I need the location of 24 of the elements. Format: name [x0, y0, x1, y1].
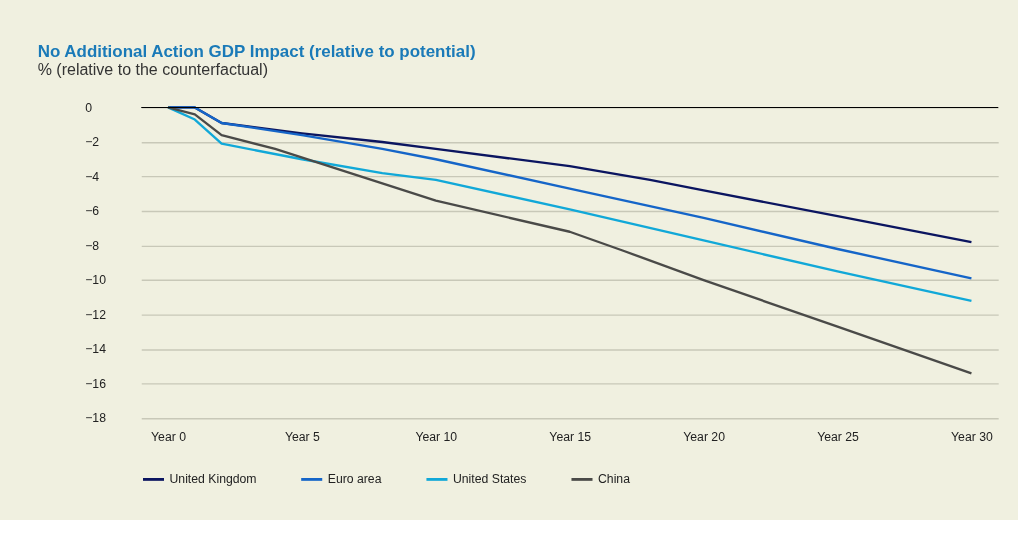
x-tick-label: Year 25	[817, 430, 860, 445]
line-series	[166, 106, 973, 375]
x-tick-label: Year 20	[683, 430, 726, 445]
x-tick-label: Year 15	[549, 430, 592, 445]
y-tick-label: 0	[85, 100, 93, 115]
y-tick-label: −16	[85, 376, 107, 391]
legend-label: China	[597, 472, 631, 487]
y-tick-label: −8	[85, 238, 100, 253]
legend-label: United States	[452, 472, 527, 487]
y-tick-label: −2	[85, 135, 100, 150]
y-tick-label: −10	[85, 273, 107, 288]
chart-subtitle: % (relative to the counterfactual)	[37, 61, 269, 79]
y-tick-label: −18	[85, 411, 107, 426]
x-tick-label: Year 5	[284, 430, 321, 445]
x-tick-label: Year 0	[151, 430, 187, 445]
y-tick-label: −6	[85, 204, 100, 219]
y-tick-label: −4	[85, 169, 100, 184]
legend-label: Euro area	[327, 472, 382, 487]
y-tick-label: −12	[85, 307, 107, 322]
x-tick-label: Year 30	[951, 430, 993, 445]
legend-label: United Kingdom	[169, 472, 257, 487]
y-tick-label: −14	[85, 342, 107, 357]
chart-title: No Additional Action GDP Impact (relative to potential)	[37, 41, 476, 61]
x-tick-label: Year 10	[415, 430, 458, 445]
